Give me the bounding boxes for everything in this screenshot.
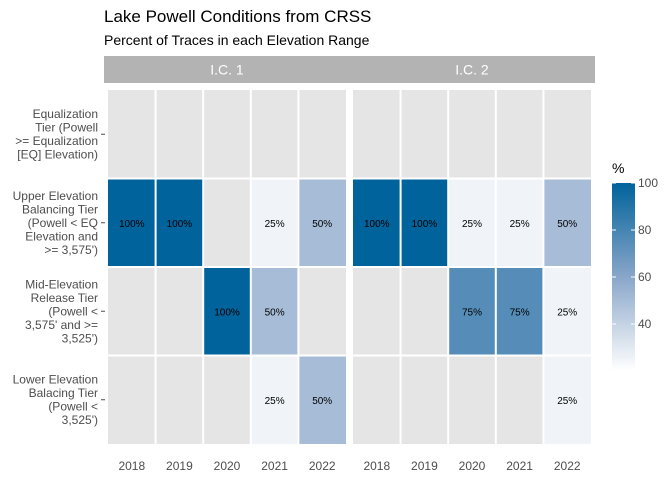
- tile-value-label: 100%: [167, 219, 193, 230]
- legend-title: %: [612, 160, 625, 176]
- tile-value-label: 100%: [214, 307, 240, 318]
- heatmap-tile: [448, 267, 496, 356]
- tile-value-label: 25%: [462, 219, 482, 230]
- heatmap-tile: [495, 267, 544, 356]
- heatmap-tile: [495, 178, 544, 267]
- chart-subtitle: Percent of Traces in each Elevation Rang…: [104, 32, 370, 48]
- heatmap-tile: [250, 178, 299, 267]
- x-tick-label: 2019: [411, 459, 438, 473]
- tile-value-label: 100%: [364, 219, 390, 230]
- tile-value-label: 25%: [557, 307, 577, 318]
- heatmap-tile: [543, 355, 591, 444]
- y-tick-label: Equalization Tier (Powell >= Equalization[…: [15, 107, 98, 162]
- heatmap-tile: [108, 178, 156, 267]
- heatmap-tile: [543, 178, 591, 267]
- tile-value-label: 75%: [462, 307, 482, 318]
- tile-value-label: 50%: [557, 219, 577, 230]
- legend-tick-label: 80: [638, 223, 652, 237]
- heatmap-tile: [543, 267, 591, 356]
- facet-strip-1: [104, 56, 350, 83]
- x-tick-label: 2019: [166, 459, 193, 473]
- legend-tick-label: 60: [638, 270, 652, 284]
- heatmap-tile: [298, 178, 346, 267]
- tile-value-label: 100%: [119, 219, 145, 230]
- y-tick-label: Upper Elevation Balancing Tier (Powell < E…: [13, 189, 98, 257]
- x-tick-label: 2022: [309, 459, 336, 473]
- facet-strip-label-1: I.C. 1: [210, 62, 244, 78]
- tile-value-label: 25%: [265, 396, 285, 407]
- facet-strip-2: [349, 56, 595, 83]
- legend-tick-label: 100: [638, 176, 658, 190]
- heatmap-tile: [250, 267, 299, 356]
- tile-value-label: 25%: [557, 396, 577, 407]
- x-tick-label: 2021: [261, 459, 288, 473]
- heatmap-tile: [353, 178, 401, 267]
- legend-colorbar: [612, 183, 635, 371]
- heatmap-tile: [203, 267, 251, 356]
- tile-value-label: 75%: [510, 307, 530, 318]
- legend-tick-label: 40: [638, 317, 652, 331]
- chart-title: Lake Powell Conditions from CRSS: [104, 7, 372, 26]
- facet-strip-label-2: I.C. 2: [455, 62, 489, 78]
- tile-value-label: 25%: [510, 219, 530, 230]
- heatmap-tile: [448, 178, 496, 267]
- heatmap-tile: [250, 355, 299, 444]
- heatmap-tile: [155, 178, 204, 267]
- tile-value-label: 50%: [312, 219, 332, 230]
- x-tick-label: 2020: [214, 459, 241, 473]
- tile-value-label: 50%: [312, 396, 332, 407]
- x-tick-label: 2018: [363, 459, 390, 473]
- x-tick-label: 2020: [459, 459, 486, 473]
- y-tick-label: Mid-Elevation Release Tier (Powell <3,575'…: [25, 277, 98, 345]
- heatmap-tile: [298, 355, 346, 444]
- y-tick-label: Lower Elevation Balacing Tier (Powell <3,5…: [13, 373, 98, 428]
- tile-value-label: 25%: [265, 219, 285, 230]
- x-tick-label: 2021: [506, 459, 533, 473]
- tile-value-label: 100%: [412, 219, 438, 230]
- x-tick-label: 2018: [118, 459, 145, 473]
- x-tick-label: 2022: [554, 459, 581, 473]
- heatmap-tile: [400, 178, 449, 267]
- tile-value-label: 50%: [265, 307, 285, 318]
